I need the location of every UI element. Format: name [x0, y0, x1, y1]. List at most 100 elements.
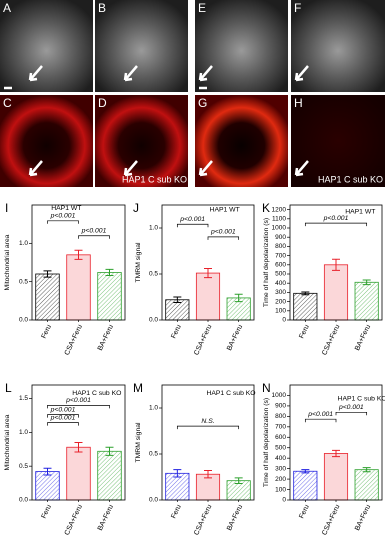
error-bar: [332, 449, 340, 458]
y-tick-label: 1.0: [19, 429, 28, 436]
bar: [354, 469, 379, 501]
bar: [354, 281, 379, 321]
y-tick-label: 0.0: [19, 497, 28, 504]
significance-bracket: [47, 220, 79, 224]
y-tick-label: 1000: [272, 225, 287, 232]
significance-bracket: [47, 414, 79, 418]
significance-bracket: [176, 425, 240, 430]
bar: [35, 471, 60, 501]
y-tick-label: 0.0: [19, 317, 28, 324]
y-axis-label: Time of half depolarization (s): [263, 398, 270, 487]
significance-bracket: [78, 235, 110, 239]
y-tick-label: 0: [282, 317, 286, 324]
y-tick-label: 0.5: [19, 278, 28, 285]
significance-label: p<0.001: [65, 397, 91, 404]
bar: [66, 254, 91, 321]
significance-label: p<0.001: [210, 229, 236, 236]
bar: [66, 446, 91, 501]
y-tick-label: 600: [275, 262, 286, 269]
significance-label: p<0.001: [307, 411, 333, 418]
plot-frame: [289, 204, 383, 321]
chart: M TMRM signal 0.0 0.5 1.0 Feru CSA+Feru BA+Feru…: [133, 381, 256, 536]
y-axis-label: TMRM signal: [135, 422, 142, 463]
significance-bracket: [304, 222, 368, 227]
image: [95, 0, 188, 92]
arrows: [4, 65, 309, 177]
significance-label: p<0.001: [338, 404, 364, 411]
chart-letter: I: [5, 201, 8, 215]
y-tick-label: 900: [275, 403, 286, 410]
significance-bracket: [335, 411, 368, 416]
chart: L Mitochondrial area 0.0 0.5 1.0 1.5 Feru CSA+F…: [4, 381, 126, 536]
significance-bracket: [47, 405, 110, 409]
plot-frame: [289, 384, 383, 501]
image: [0, 0, 93, 92]
x-tick-label: BA+Feru: [354, 324, 372, 352]
error-bar: [173, 469, 182, 478]
plot-frame: [161, 204, 255, 321]
error-bar: [105, 268, 114, 277]
significance-label: p<0.001: [50, 414, 76, 421]
plot-frame: [31, 384, 126, 501]
significance-bracket: [176, 223, 209, 228]
cell-line-label: HAP1 C sub KO: [206, 390, 255, 397]
chart-letter: M: [133, 381, 143, 395]
x-tick-label: Feru: [170, 504, 182, 520]
cell-line-label: HAP1 WT: [51, 205, 81, 212]
x-tick-label: Feru: [170, 324, 182, 340]
significance-label: p<0.001: [50, 213, 76, 220]
error-bar: [332, 258, 340, 271]
y-tick-label: 1200: [272, 206, 287, 213]
significance-bracket: [47, 422, 79, 426]
bar: [97, 272, 122, 321]
chart-letter: J: [133, 201, 139, 215]
y-tick-label: 200: [275, 298, 286, 305]
plot-frame: [161, 384, 255, 501]
y-tick-label: 400: [275, 280, 286, 287]
error-bar: [362, 279, 371, 286]
significance-bracket: [207, 236, 240, 240]
y-axis-label: TMRM signal: [135, 242, 142, 283]
image: [195, 0, 288, 92]
y-axis-label: Mitochondrial area: [4, 234, 11, 290]
panel-letter: E: [198, 1, 206, 15]
image: [195, 95, 288, 187]
x-tick-label: CSA+Feru: [193, 504, 213, 537]
micrographs: [0, 0, 385, 187]
bar: [97, 450, 122, 501]
panel-letter: F: [294, 1, 301, 15]
error-bar: [43, 467, 52, 476]
image: [95, 95, 188, 187]
y-tick-label: 1.0: [19, 240, 28, 247]
chart-letter: K: [262, 201, 270, 215]
significance-bracket: [304, 418, 337, 423]
y-tick-label: 700: [275, 252, 286, 259]
plot-frame: [31, 204, 126, 321]
y-axis-label: Mitochondrial area: [4, 414, 11, 470]
x-tick-label: CSA+Feru: [64, 324, 84, 357]
y-tick-label: 500: [275, 444, 286, 451]
error-bar: [362, 467, 371, 473]
panel-letter: C: [3, 96, 12, 110]
x-tick-label: Feru: [298, 324, 310, 340]
x-tick-label: CSA+Feru: [321, 504, 341, 537]
y-tick-label: 400: [275, 455, 286, 462]
x-tick-label: BA+Feru: [226, 504, 244, 532]
image-caption: HAP1 C sub KO: [122, 174, 187, 184]
y-tick-label: 0.0: [149, 317, 158, 324]
x-tick-label: CSA+Feru: [193, 324, 213, 357]
y-tick-label: 0: [282, 497, 286, 504]
panel-letter: G: [198, 96, 207, 110]
y-tick-label: 1.0: [149, 225, 158, 232]
y-tick-label: 0.0: [149, 497, 158, 504]
bar: [35, 273, 60, 321]
bar: [323, 453, 349, 501]
chart: J TMRM signal 0.0 0.5 1.0 Feru CSA+Feru BA+Feru…: [133, 201, 255, 357]
y-tick-label: 800: [275, 413, 286, 420]
error-bar: [105, 446, 114, 456]
y-tick-label: 1000: [272, 392, 287, 399]
y-tick-label: 1.5: [19, 395, 28, 402]
bar: [293, 292, 318, 321]
image: [291, 0, 385, 92]
